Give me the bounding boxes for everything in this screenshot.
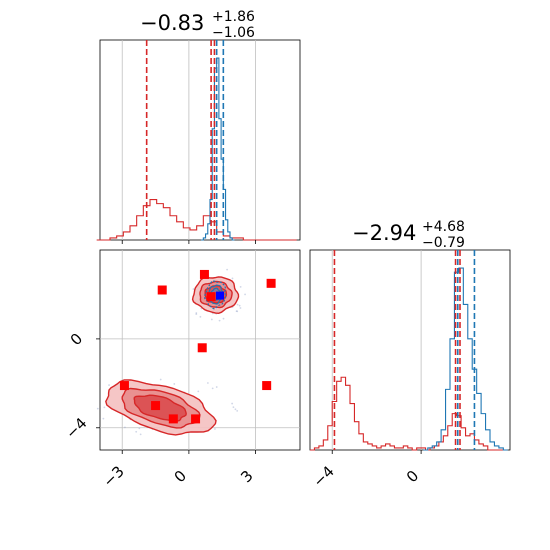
sample-point — [159, 378, 162, 381]
sample-point — [135, 430, 138, 433]
sample-point — [235, 310, 238, 313]
sample-point — [199, 315, 202, 318]
top-left-title: −0.83 — [140, 11, 204, 35]
top-left-title-sup: +1.86 — [212, 9, 255, 25]
top-left-histograms — [96, 57, 297, 241]
top-left-axes-frame — [99, 39, 301, 241]
sample-point — [234, 408, 237, 411]
top-left-quantile-lines — [145, 40, 225, 240]
sample-marker — [197, 343, 207, 353]
bottom-right-histograms — [310, 267, 508, 451]
sample-point — [102, 417, 105, 420]
sample-point — [232, 406, 235, 409]
sample-marker — [119, 381, 129, 391]
y-tick-label: −4 — [62, 414, 90, 442]
sample-point — [103, 406, 106, 409]
sample-marker — [266, 278, 276, 288]
sample-point — [244, 293, 246, 296]
histogram-series-0 — [310, 376, 506, 451]
sample-point — [231, 402, 234, 405]
sample-point — [236, 303, 239, 306]
bottom-right-title-sup: +4.68 — [422, 219, 465, 235]
sample-point — [218, 319, 221, 322]
x-tick-label: 3 — [237, 467, 256, 486]
bottom-right-axes-frame — [309, 249, 511, 451]
sample-point — [215, 386, 218, 388]
sample-marker — [157, 285, 167, 295]
top-left-grid — [121, 40, 256, 240]
bottom-left-markers — [119, 269, 276, 424]
sample-point — [192, 288, 195, 290]
sample-marker — [206, 292, 216, 302]
sample-marker — [262, 381, 272, 391]
bottom-right-ticks: −4 0 — [310, 450, 422, 491]
sample-marker — [151, 401, 161, 411]
x-tick-label: −3 — [100, 462, 128, 490]
x-tick-label: 0 — [403, 467, 422, 486]
sample-marker — [168, 414, 178, 424]
sample-point — [197, 390, 200, 393]
sample-point — [238, 304, 241, 307]
sample-point — [210, 318, 213, 321]
truth-marker — [216, 291, 224, 300]
top-left-ticks — [121, 240, 256, 244]
sample-point — [96, 407, 99, 410]
sample-point — [124, 426, 126, 429]
sample-point — [239, 286, 242, 288]
sample-point — [236, 310, 239, 313]
blue-contour-level — [204, 280, 227, 310]
x-tick-label: 0 — [171, 467, 190, 486]
bottom-right-title: −2.94 — [352, 221, 416, 245]
sample-point — [231, 277, 234, 280]
histogram-series-1 — [201, 57, 235, 241]
top-left-title-sub: −1.06 — [212, 25, 255, 41]
bottom-right-quantile-lines — [333, 250, 476, 450]
sample-point — [206, 382, 209, 384]
sample-point — [195, 313, 198, 316]
sample-marker — [191, 414, 201, 424]
sample-point — [236, 409, 239, 412]
bottom-left-panel: −3 0 3 0 −4 — [62, 249, 301, 491]
sample-point — [108, 384, 110, 386]
bottom-right-panel: −4 0 −2.94 +4.68 −0.79 — [309, 219, 511, 491]
x-tick-label: −4 — [310, 462, 338, 490]
sample-point — [195, 312, 198, 314]
sample-point — [214, 428, 216, 430]
sample-marker — [199, 269, 209, 279]
sample-point — [226, 268, 229, 271]
sample-point — [138, 427, 141, 430]
bottom-right-title-sub: −0.79 — [422, 235, 465, 251]
sample-point — [211, 387, 214, 390]
histogram-series-1 — [423, 267, 508, 451]
histogram-series-0 — [96, 199, 297, 241]
sample-point — [139, 433, 142, 436]
top-left-panel: −0.83 +1.86 −1.06 — [96, 9, 301, 244]
sample-point — [239, 307, 242, 309]
sample-point — [173, 383, 176, 385]
y-tick-label: 0 — [67, 330, 86, 349]
sample-point — [222, 317, 225, 320]
